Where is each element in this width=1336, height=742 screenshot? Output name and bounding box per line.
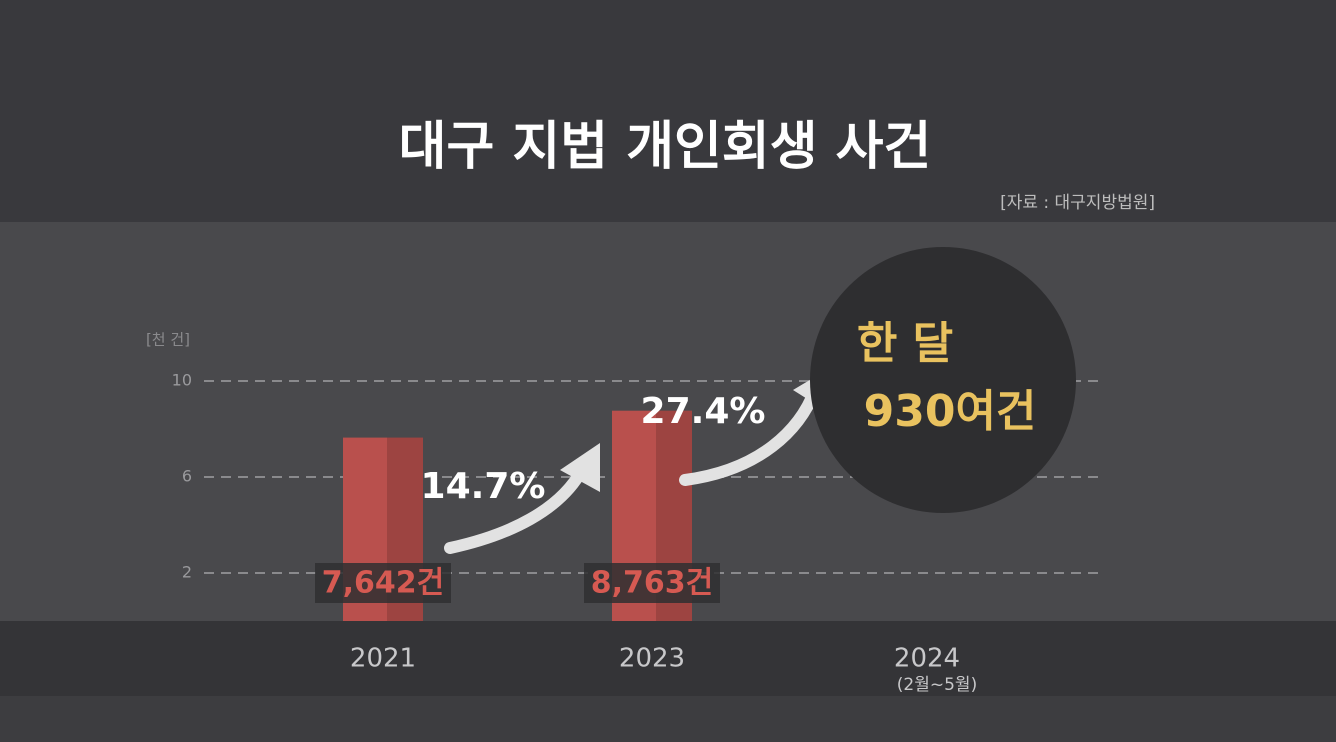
callout-text: 930여건 (864, 386, 1037, 437)
arrow-head (560, 443, 600, 492)
axis-band (0, 621, 1336, 696)
x-tick-label: 2024 (894, 644, 960, 674)
value-label: 8,763건 (591, 566, 714, 601)
callout-text: 한 달 (857, 318, 953, 369)
growth-arrow (679, 384, 821, 486)
value-label: 7,642건 (322, 566, 445, 601)
x-tick-note: (2월~5월) (897, 675, 977, 695)
source: [자료 : 대구지방법원] (1000, 193, 1155, 213)
x-tick-label: 2023 (619, 644, 685, 674)
footer-band (0, 696, 1336, 742)
y-tick-label: 2 (182, 563, 192, 582)
value-label-box (315, 563, 451, 603)
header-band (0, 0, 1336, 222)
y-tick-label: 10 (172, 371, 192, 390)
labels: 2021 7,642건 2023 8,763건 2024(2월~5월) (315, 563, 977, 695)
y-tick-label: 6 (182, 467, 192, 486)
growth-label: 14.7% (421, 466, 546, 507)
value-label-box (584, 563, 720, 603)
x-tick-label: 2021 (350, 644, 416, 674)
callout-circle (810, 247, 1076, 513)
chart-title: 대구 지법 개인회생 사건 (399, 117, 932, 177)
y-unit: [천 건] (146, 331, 190, 349)
growth-label: 27.4% (641, 391, 766, 432)
growth-arrow (444, 464, 588, 554)
